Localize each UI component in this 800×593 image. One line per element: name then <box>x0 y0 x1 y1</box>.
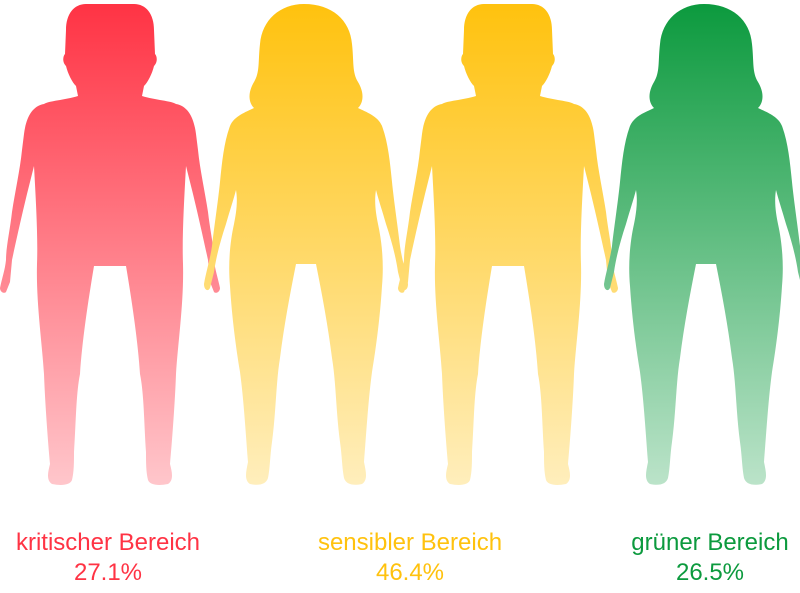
category-label: grüner Bereich <box>631 529 789 556</box>
category-caption-gruen: grüner Bereich 26.5% <box>580 528 800 588</box>
category-label: kritischer Bereich <box>15 529 201 556</box>
male-silhouette-icon <box>398 4 618 485</box>
female-silhouette-icon <box>204 4 408 485</box>
category-value-label: 46.4% <box>375 559 445 586</box>
category-label: sensibler Bereich <box>317 529 503 556</box>
male-silhouette-icon <box>0 4 220 485</box>
category-caption-kritisch: kritischer Bereich 27.1% <box>0 528 238 588</box>
female-silhouette-icon <box>604 4 800 485</box>
category-caption-sensibel: sensibler Bereich 46.4% <box>280 528 540 588</box>
category-value-label: 27.1% <box>73 559 143 586</box>
category-value-label: 26.5% <box>675 559 745 586</box>
